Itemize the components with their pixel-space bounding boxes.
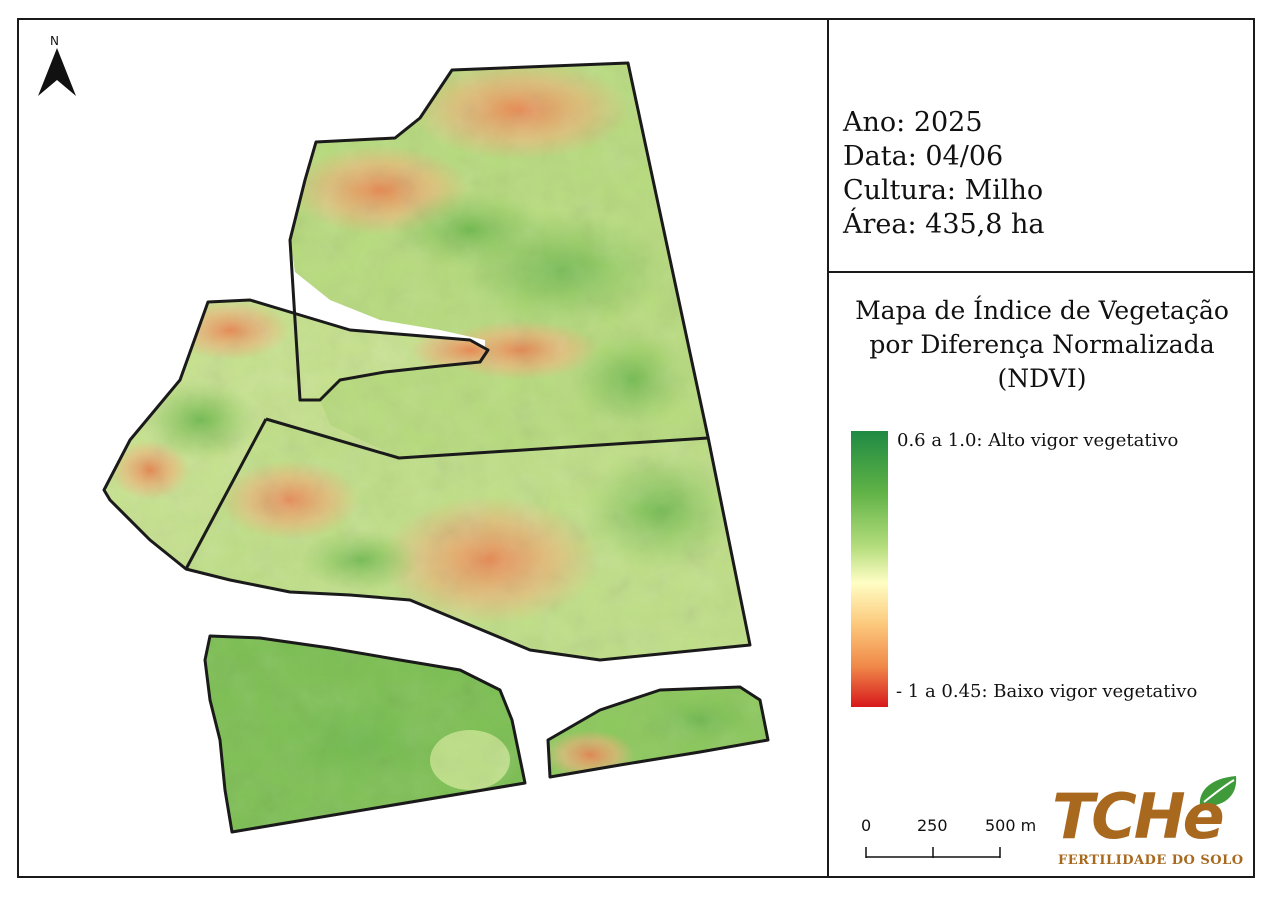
scale-label-0: 0 (861, 816, 872, 835)
panel-divider-horizontal (827, 271, 1255, 273)
southeast-field (548, 687, 768, 777)
info-date: Data: 04/06 (843, 141, 1004, 172)
legend-color-ramp (851, 431, 888, 707)
scale-label-500: 500 m (985, 816, 1037, 835)
logo-subtitle: FERTILIDADE DO SOLO (1058, 853, 1244, 868)
info-area: Área: 435,8 ha (843, 209, 1045, 240)
logo-wordmark: TCHe (1052, 780, 1225, 853)
legend-high-label: 0.6 a 1.0: Alto vigor vegetativo (897, 430, 1179, 451)
info-panel: Ano: 2025 Data: 04/06 Cultura: Milho Áre… (843, 106, 1045, 242)
panel-divider-vertical (827, 18, 829, 878)
info-year: Ano: 2025 (843, 107, 983, 138)
legend-title-line3: (NDVI) (997, 364, 1087, 393)
ndvi-map (102, 61, 770, 834)
north-field (290, 63, 708, 458)
field-boundaries (102, 61, 770, 834)
legend-title-line1: Mapa de Índice de Vegetação (855, 296, 1229, 325)
legend-title: Mapa de Índice de Vegetação por Diferenç… (829, 294, 1255, 396)
legend-title-line2: por Diferença Normalizada (869, 330, 1215, 359)
legend-low-label: - 1 a 0.45: Baixo vigor vegetativo (896, 681, 1198, 702)
logo-leaf-icon (1199, 776, 1237, 807)
north-label: N (50, 34, 59, 48)
scale-bar (865, 847, 1001, 858)
scale-label-250: 250 (917, 816, 948, 835)
north-arrow-icon (38, 48, 76, 96)
info-crop: Cultura: Milho (843, 175, 1044, 206)
